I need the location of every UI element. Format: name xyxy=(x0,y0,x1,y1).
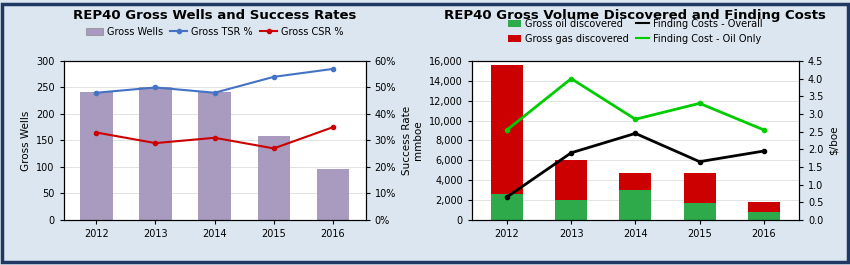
Bar xyxy=(620,190,651,220)
Finding Cost - Oil Only xyxy=(566,77,576,80)
Gross TSR % xyxy=(328,67,338,70)
Bar xyxy=(80,92,112,220)
Finding Costs - Overall xyxy=(694,160,705,163)
Finding Cost - Oil Only xyxy=(502,128,513,131)
Line: Gross TSR %: Gross TSR % xyxy=(94,67,335,95)
Y-axis label: $/boe: $/boe xyxy=(829,126,839,155)
Gross TSR % xyxy=(150,86,161,89)
Finding Cost - Oil Only xyxy=(630,118,641,121)
Bar xyxy=(198,92,231,220)
Bar xyxy=(491,194,523,220)
Gross TSR % xyxy=(209,91,219,94)
Y-axis label: Success Rate: Success Rate xyxy=(401,106,411,175)
Bar xyxy=(491,65,523,194)
Y-axis label: mmboe: mmboe xyxy=(413,121,423,160)
Bar xyxy=(258,136,290,220)
Gross TSR % xyxy=(91,91,101,94)
Legend: Gross Wells, Gross TSR %, Gross CSR %: Gross Wells, Gross TSR %, Gross CSR % xyxy=(82,23,348,41)
Y-axis label: Gross Wells: Gross Wells xyxy=(20,110,31,171)
Bar xyxy=(748,212,779,220)
Gross CSR % xyxy=(269,147,279,150)
Bar xyxy=(620,173,651,190)
Bar xyxy=(683,173,716,203)
Gross CSR % xyxy=(150,142,161,145)
Bar xyxy=(555,160,587,200)
Finding Costs - Overall xyxy=(758,149,768,153)
Bar xyxy=(139,87,172,220)
Gross CSR % xyxy=(91,131,101,134)
Finding Cost - Oil Only xyxy=(758,128,768,131)
Gross CSR % xyxy=(209,136,219,139)
Bar xyxy=(317,169,349,220)
Finding Costs - Overall xyxy=(502,195,513,198)
Finding Costs - Overall xyxy=(566,151,576,154)
Line: Finding Cost - Oil Only: Finding Cost - Oil Only xyxy=(505,77,766,132)
Line: Gross CSR %: Gross CSR % xyxy=(94,125,335,151)
Bar xyxy=(748,202,779,212)
Finding Costs - Overall xyxy=(630,132,641,135)
Line: Finding Costs - Overall: Finding Costs - Overall xyxy=(505,131,766,199)
Title: REP40 Gross Wells and Success Rates: REP40 Gross Wells and Success Rates xyxy=(73,9,356,22)
Legend: Gross oil discovered, Gross gas discovered, Finding Costs - Overall, Finding Cos: Gross oil discovered, Gross gas discover… xyxy=(504,15,767,48)
Bar xyxy=(683,203,716,220)
Bar xyxy=(555,200,587,220)
Finding Cost - Oil Only xyxy=(694,102,705,105)
Gross TSR % xyxy=(269,75,279,78)
Gross CSR % xyxy=(328,126,338,129)
Title: REP40 Gross Volume Discovered and Finding Costs: REP40 Gross Volume Discovered and Findin… xyxy=(445,9,826,22)
